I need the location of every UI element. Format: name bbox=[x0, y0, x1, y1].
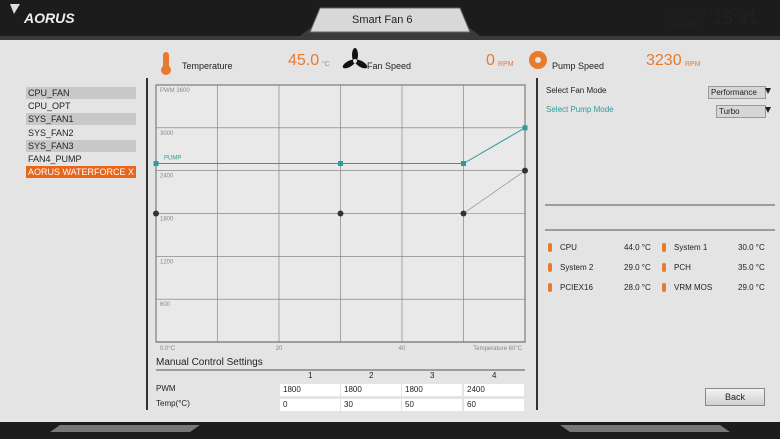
sensor-name: VRM MOS bbox=[674, 283, 713, 292]
fan-item[interactable]: SYS_FAN2 bbox=[26, 126, 136, 139]
curve-point bbox=[522, 125, 528, 131]
pwm-cell[interactable]: 1800 bbox=[341, 384, 401, 396]
sensor-name: PCH bbox=[674, 263, 691, 272]
date: 08/13/2024 bbox=[668, 8, 714, 18]
pwm-cell[interactable]: 1800 bbox=[402, 384, 462, 396]
sensor-value: 28.0 °C bbox=[624, 283, 651, 292]
back-button[interactable]: Back bbox=[705, 388, 765, 406]
sensor-icon bbox=[662, 263, 666, 272]
sensor-name: System 2 bbox=[560, 263, 594, 272]
readout-label: Temperature bbox=[182, 61, 233, 71]
column-header: 2 bbox=[369, 371, 374, 380]
row-label: PWM bbox=[156, 384, 176, 393]
curve-line bbox=[156, 127, 526, 165]
temp-cell[interactable]: 30 bbox=[341, 399, 401, 411]
column-header: 4 bbox=[492, 371, 497, 380]
tab-title[interactable]: Smart Fan 6 bbox=[352, 14, 413, 26]
column-header: 3 bbox=[430, 371, 435, 380]
fan-item[interactable]: SYS_FAN3 bbox=[26, 139, 136, 152]
y-tick-label: 1200 bbox=[160, 259, 174, 265]
sensor-value: 29.0 °C bbox=[738, 283, 765, 292]
readout-unit: RPM bbox=[685, 61, 701, 68]
sensor-icon bbox=[548, 283, 552, 292]
fan-item[interactable]: CPU_FAN bbox=[26, 87, 136, 99]
sensor-icon bbox=[548, 243, 552, 252]
fan-item[interactable]: SYS_FAN1 bbox=[26, 113, 136, 126]
y-tick-label: 3000 bbox=[160, 131, 174, 137]
sensor-name: CPU bbox=[560, 243, 577, 252]
curve-point bbox=[337, 210, 344, 217]
fan-item[interactable]: AORUS WATERFORCE X II 36 bbox=[26, 166, 136, 179]
manual-title: Manual Control Settings bbox=[156, 357, 263, 368]
dropdown-arrow bbox=[765, 107, 771, 113]
sensor-icon bbox=[662, 283, 666, 292]
temp-cell[interactable]: 0 bbox=[280, 399, 340, 411]
logo: AORUS bbox=[24, 10, 75, 26]
time: 15:31 bbox=[713, 8, 759, 28]
column-header: 1 bbox=[308, 371, 313, 380]
sensor-name: System 1 bbox=[674, 243, 708, 252]
sensor-value: 35.0 °C bbox=[738, 263, 765, 272]
weekday: Tuesday bbox=[668, 19, 703, 29]
series-label: PUMP bbox=[164, 156, 181, 162]
fan-item[interactable]: FAN4_PUMP bbox=[26, 153, 136, 165]
curve-point bbox=[338, 161, 343, 167]
sensor-name: PCIEX16 bbox=[560, 283, 593, 292]
y-tick-label: 1800 bbox=[160, 217, 174, 223]
temp-cell[interactable]: 60 bbox=[464, 399, 524, 411]
sensor-icon bbox=[662, 243, 666, 252]
dropdown-arrow bbox=[765, 88, 771, 94]
row-label: Temp(°C) bbox=[156, 399, 190, 408]
fan-item[interactable]: CPU_OPT bbox=[26, 100, 136, 113]
x-tick-label: Temperature 60°C bbox=[473, 346, 522, 352]
curve-point bbox=[522, 167, 528, 174]
curve-point bbox=[153, 161, 159, 167]
readout-value: 3230 bbox=[646, 52, 682, 69]
curve-point bbox=[461, 161, 466, 167]
curve-line bbox=[156, 170, 526, 214]
readout-label: Fan Speed bbox=[367, 61, 412, 71]
pwm-cell[interactable]: 2400 bbox=[464, 384, 524, 396]
x-tick-label: 40 bbox=[399, 346, 406, 352]
mode-label: Select Fan Mode bbox=[546, 86, 607, 95]
x-tick-label: 20 bbox=[276, 346, 283, 352]
temp-cell[interactable]: 50 bbox=[402, 399, 462, 411]
mode-select[interactable]: Performance bbox=[708, 86, 766, 99]
mode-label: Select Pump Mode bbox=[546, 105, 614, 114]
curve-point bbox=[153, 210, 159, 217]
readout-label: Pump Speed bbox=[552, 61, 605, 71]
sensor-value: 44.0 °C bbox=[624, 243, 651, 252]
pwm-cell[interactable]: 1800 bbox=[280, 384, 340, 396]
sensor-value: 30.0 °C bbox=[738, 243, 765, 252]
x-tick-label: 0.0°C bbox=[160, 346, 176, 352]
sensor-value: 29.0 °C bbox=[624, 263, 651, 272]
y-tick-label: PWM 3600 bbox=[160, 88, 190, 94]
mode-select[interactable]: Turbo bbox=[716, 105, 766, 118]
readout-unit: °C bbox=[322, 61, 330, 68]
y-tick-label: 2400 bbox=[160, 174, 174, 180]
curve-point bbox=[460, 210, 467, 217]
readout-value: 0 bbox=[486, 52, 495, 69]
sensor-icon bbox=[548, 263, 552, 272]
readout-value: 45.0 bbox=[288, 52, 320, 69]
y-tick-label: 600 bbox=[160, 302, 171, 308]
readout-unit: RPM bbox=[498, 61, 514, 68]
